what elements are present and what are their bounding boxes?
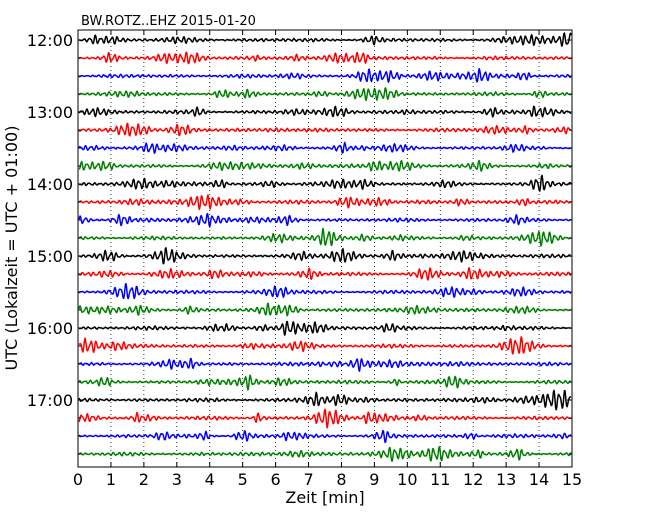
x-tick-label: 0 xyxy=(73,470,83,489)
y-tick-label: 17:00 xyxy=(27,391,73,410)
seismic-traces xyxy=(78,32,572,462)
seismic-trace-line xyxy=(78,336,572,355)
seismic-trace-line xyxy=(78,194,572,211)
seismic-trace-line xyxy=(78,267,572,281)
seismic-trace-line xyxy=(78,247,572,265)
y-tick-label: 15:00 xyxy=(27,247,73,266)
seismic-trace-line xyxy=(78,105,572,118)
seismic-trace-line xyxy=(78,357,572,372)
seismic-trace-line xyxy=(78,374,572,391)
x-tick-label: 1 xyxy=(106,470,116,489)
y-axis: 12:00 13:00 14:00 15:00 16:00 17:00 xyxy=(27,31,572,455)
seismic-trace-line xyxy=(78,122,572,137)
seismic-trace-line xyxy=(78,67,572,83)
x-tick-label: 2 xyxy=(139,470,149,489)
y-axis-label: UTC (Lokalzeit = UTC + 01:00) xyxy=(2,126,21,371)
x-tick-label: 13 xyxy=(496,470,516,489)
x-tick-label: 5 xyxy=(238,470,248,489)
seismic-trace-line xyxy=(78,302,572,317)
seismic-trace-line xyxy=(78,408,572,429)
x-tick-label: 3 xyxy=(172,470,182,489)
x-axis: 0 1 2 3 4 5 6 7 8 9 10 11 12 13 14 15 xyxy=(73,30,582,489)
seismic-trace-line xyxy=(78,320,572,336)
x-tick-label: 9 xyxy=(369,470,379,489)
seismic-trace-line xyxy=(78,446,572,462)
seismic-trace-line xyxy=(78,141,572,154)
seismic-trace-line xyxy=(78,159,572,172)
y-tick-label: 14:00 xyxy=(27,175,73,194)
y-tick-label: 12:00 xyxy=(27,31,73,50)
y-tick-label: 13:00 xyxy=(27,103,73,122)
seismic-trace-line xyxy=(78,429,572,444)
x-tick-label: 11 xyxy=(430,470,450,489)
plot-frame xyxy=(77,29,573,468)
y-tick-label: 16:00 xyxy=(27,319,73,338)
seismic-trace-line xyxy=(78,212,572,228)
x-tick-label: 10 xyxy=(397,470,417,489)
x-axis-label: Zeit [min] xyxy=(285,488,364,507)
seismic-trace-line xyxy=(78,32,572,47)
seismic-trace-line xyxy=(78,51,572,65)
seismic-trace-line xyxy=(78,389,572,411)
seismic-trace-line xyxy=(78,227,572,247)
x-tick-label: 7 xyxy=(303,470,313,489)
x-tick-label: 4 xyxy=(205,470,215,489)
x-tick-label: 12 xyxy=(463,470,483,489)
seismic-trace-line xyxy=(78,87,572,102)
x-tick-label: 14 xyxy=(529,470,549,489)
chart-title: BW.ROTZ..EHZ 2015-01-20 xyxy=(81,14,256,29)
seismic-trace-line xyxy=(78,282,572,300)
x-tick-label: 8 xyxy=(336,470,346,489)
x-tick-label: 15 xyxy=(562,470,582,489)
seismic-trace-line xyxy=(78,174,572,192)
x-tick-label: 6 xyxy=(271,470,281,489)
grid-lines xyxy=(110,30,540,467)
